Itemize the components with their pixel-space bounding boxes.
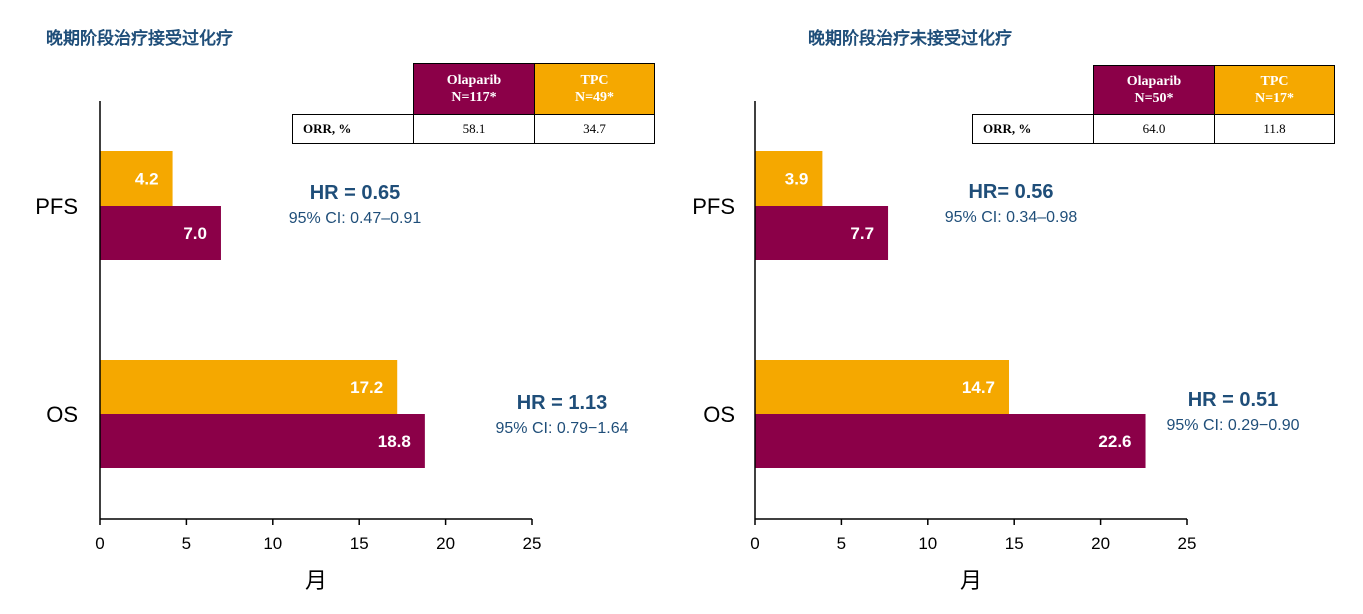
x-tick-label: 15 [1005, 534, 1024, 553]
category-label-pfs: PFS [692, 194, 735, 219]
chart-panel-right: 晚期阶段治疗未接受过化疗 Olaparib N=50* TPC N=17* OR… [655, 0, 1335, 614]
orr-row-label: ORR, % [292, 114, 414, 144]
bar-tpc-pfs [100, 151, 173, 206]
bar-label-olaparib-pfs: 7.7 [850, 224, 874, 243]
confidence-interval-os: 95% CI: 0.29−0.90 [1167, 417, 1300, 434]
category-label-os: OS [703, 402, 735, 427]
orr-tpc-value: 11.8 [1214, 114, 1335, 144]
bar-label-olaparib-os: 22.6 [1098, 432, 1131, 451]
bar-olaparib-pfs [755, 206, 889, 260]
x-tick-label: 20 [436, 534, 455, 553]
x-tick-label: 10 [263, 534, 282, 553]
x-tick-label: 5 [182, 534, 191, 553]
tpc-header: TPC N=49* [534, 63, 655, 115]
orr-table: Olaparib N=117* TPC N=49* ORR, % 58.1 34… [292, 63, 655, 144]
orr-row-label: ORR, % [972, 114, 1094, 144]
x-tick-label: 0 [95, 534, 104, 553]
x-tick-label: 0 [750, 534, 759, 553]
bar-olaparib-pfs [100, 206, 221, 260]
bar-label-tpc-os: 17.2 [350, 378, 383, 397]
hazard-ratio-os: HR = 1.13 [517, 392, 608, 414]
tpc-header-n: N=17* [1254, 91, 1295, 106]
bar-label-olaparib-os: 18.8 [378, 432, 411, 451]
x-tick-label: 10 [918, 534, 937, 553]
orr-olaparib-value: 58.1 [413, 114, 535, 144]
orr-tpc-value: 34.7 [534, 114, 655, 144]
olaparib-header-n: N=117* [451, 90, 497, 105]
bar-label-tpc-pfs: 4.2 [135, 170, 159, 189]
bar-tpc-os [755, 360, 1010, 414]
tpc-header-name: TPC [1260, 74, 1289, 89]
x-tick-label: 25 [523, 534, 542, 553]
bar-olaparib-os [100, 414, 425, 468]
olaparib-header-n: N=50* [1134, 91, 1174, 106]
x-tick-label: 5 [837, 534, 846, 553]
tpc-header-n: N=49* [574, 90, 615, 105]
tpc-header: TPC N=17* [1214, 65, 1335, 115]
olaparib-header-name: Olaparib [1126, 74, 1182, 89]
bar-tpc-pfs [755, 151, 823, 206]
olaparib-header-name: Olaparib [446, 73, 502, 88]
hazard-ratio-pfs: HR = 0.65 [310, 182, 401, 204]
bar-olaparib-os [755, 414, 1146, 468]
category-label-os: OS [46, 402, 78, 427]
bar-label-tpc-os: 14.7 [962, 378, 995, 397]
olaparib-header: Olaparib N=50* [1093, 65, 1215, 115]
bar-chart: 4.2 7.0 PFS 17.2 18.8 OS 0 5 10 15 20 25 月 HR = 0.65 9… [35, 101, 629, 593]
x-tick-label: 15 [350, 534, 369, 553]
x-axis-label: 月 [960, 568, 982, 593]
hazard-ratio-pfs: HR= 0.56 [968, 181, 1053, 203]
orr-table: Olaparib N=50* TPC N=17* ORR, % 64.0 11.… [972, 65, 1335, 144]
confidence-interval-os: 95% CI: 0.79−1.64 [496, 420, 629, 437]
bar-tpc-os [100, 360, 398, 414]
bar-label-tpc-pfs: 3.9 [785, 170, 809, 189]
x-tick-label: 25 [1178, 534, 1197, 553]
chart-title: 晚期阶段治疗接受过化疗 [46, 29, 233, 48]
confidence-interval-pfs: 95% CI: 0.47–0.91 [289, 210, 422, 227]
chart-panel-left: 晚期阶段治疗接受过化疗 Olaparib N=117* TPC N=49* OR… [0, 0, 680, 614]
category-label-pfs: PFS [35, 194, 78, 219]
bar-chart: 3.9 7.7 PFS 14.7 22.6 OS 0 5 10 15 20 25 月 HR= 0.56 95… [692, 101, 1300, 593]
tpc-header-name: TPC [580, 73, 609, 88]
chart-title: 晚期阶段治疗未接受过化疗 [808, 29, 1012, 48]
x-tick-label: 20 [1091, 534, 1110, 553]
hazard-ratio-os: HR = 0.51 [1188, 389, 1279, 411]
confidence-interval-pfs: 95% CI: 0.34–0.98 [945, 209, 1078, 226]
x-axis-label: 月 [305, 568, 327, 593]
bar-label-olaparib-pfs: 7.0 [183, 224, 207, 243]
